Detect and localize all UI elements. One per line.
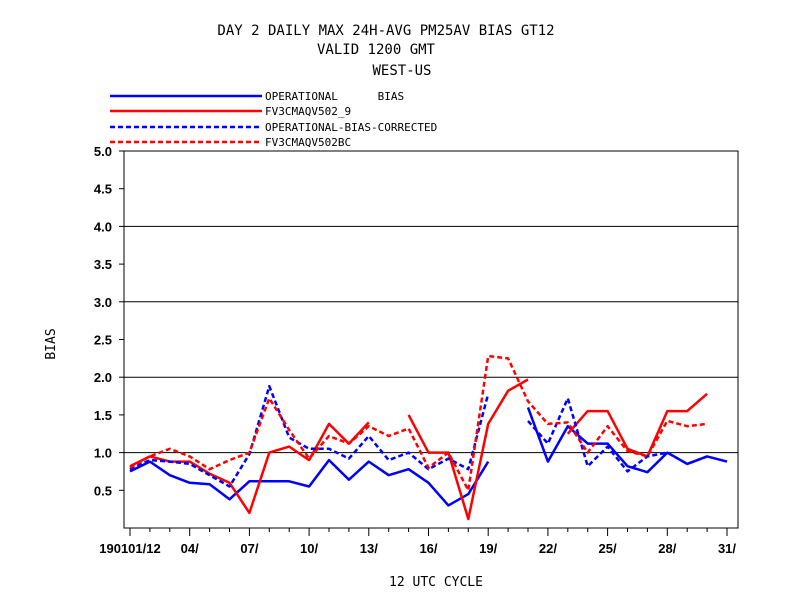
y-tick-label-1: 1.0 <box>94 446 112 461</box>
x-axis-label: 12 UTC CYCLE <box>389 575 483 590</box>
legend-label-1: FV3CMAQV502_9 <box>265 105 351 118</box>
y-tick-label-4: 2.5 <box>94 333 112 348</box>
y-tick-label-6: 3.5 <box>94 257 112 272</box>
y-tick-label-7: 4.0 <box>94 219 112 234</box>
series-line-1 <box>129 378 708 521</box>
y-tick-label-8: 4.5 <box>94 182 112 197</box>
y-tick-label-9: 5.0 <box>94 144 112 159</box>
x-tick-label-10: 31/ <box>718 541 736 556</box>
y-tick-label-3: 2.0 <box>94 370 112 385</box>
series-line-3 <box>129 354 708 492</box>
y-tick-label-0: 0.5 <box>94 483 112 498</box>
series-line-0 <box>129 406 728 507</box>
x-tick-label-5: 16/ <box>419 541 437 556</box>
chart-title-line-1: DAY 2 DAILY MAX 24H-AVG PM25AV BIAS GT12 <box>217 23 554 39</box>
series-line-2 <box>129 384 708 488</box>
chart-title-line-3: WEST-US <box>372 63 431 79</box>
y-tick-label-2: 1.5 <box>94 408 112 423</box>
legend: OPERATIONAL BIAS FV3CMAQV502_9 OPERATIONAL… <box>110 90 437 149</box>
x-tick-label-3: 10/ <box>300 541 318 556</box>
x-tick-label-7: 22/ <box>539 541 557 556</box>
legend-label-0: OPERATIONAL BIAS <box>265 90 404 103</box>
x-tick-label-2: 07/ <box>240 541 258 556</box>
x-tick-label-1: 04/ <box>181 541 199 556</box>
x-tick-label-4: 13/ <box>360 541 378 556</box>
x-tick-label-8: 25/ <box>599 541 617 556</box>
y-axis-label: BIAS <box>44 328 59 359</box>
legend-label-2: OPERATIONAL-BIAS-CORRECTED <box>265 121 437 134</box>
x-tick-label-6: 19/ <box>479 541 497 556</box>
series-lines <box>129 354 728 521</box>
chart-title-line-2: VALID 1200 GMT <box>317 42 436 58</box>
y-axis-ticks: 0.5 1.0 1.5 2.0 2.5 3.0 3.5 4.0 4.5 5.0 <box>94 144 124 498</box>
legend-label-3: FV3CMAQV502BC <box>265 136 351 149</box>
x-tick-label-9: 28/ <box>658 541 676 556</box>
gridlines <box>124 225 738 454</box>
y-tick-label-5: 3.0 <box>94 295 112 310</box>
x-tick-label-0: 190101/12 <box>99 541 160 556</box>
x-axis-ticks: 190101/12 04/07/10/13/16/19/22/25/28/31/ <box>99 528 736 556</box>
